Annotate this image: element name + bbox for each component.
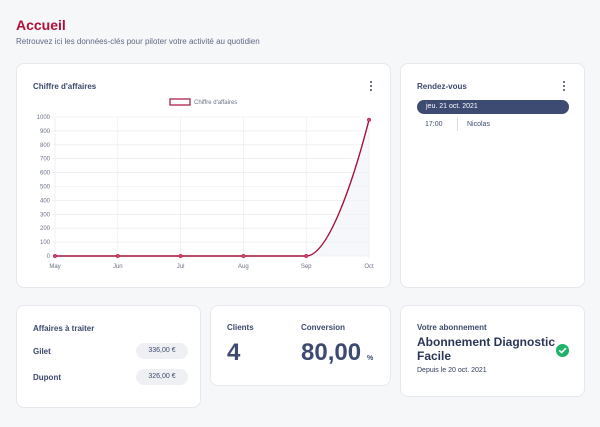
page-subtitle: Retrouvez ici les données-clés pour pilo… (16, 37, 260, 46)
data-point (52, 253, 58, 259)
data-point (241, 253, 246, 259)
subscription-card: Votre abonnement Abonnement Diagnostic F… (400, 305, 585, 397)
y-tick-label: 300 (40, 212, 51, 218)
agenda-card-title: Rendez-vous (417, 82, 467, 91)
clients-value: 4 (227, 339, 241, 366)
x-tick-label: May (49, 264, 60, 270)
agenda-card: Rendez-vous jeu. 21 oct. 2021 17:00 Nico… (400, 63, 585, 288)
y-tick-label: 700 (40, 157, 51, 163)
conversion-value: 80,00 (301, 339, 362, 366)
data-point (115, 253, 120, 259)
revenue-card: Chiffre d'affaires 0 100 200 300 400 500 600 70… (16, 63, 391, 288)
affaire-amount: 326,00 € (136, 369, 188, 385)
y-tick-label: 1000 (37, 115, 51, 121)
conversion-unit: % (367, 355, 374, 362)
conversion-label: Conversion (301, 323, 346, 332)
legend-label: Chiffre d'affaires (194, 100, 237, 106)
agenda-menu-icon[interactable] (559, 80, 569, 92)
data-point (178, 253, 183, 259)
y-tick-label: 200 (40, 226, 51, 232)
affaire-amount: 336,00 € (136, 343, 188, 359)
y-tick-label: 800 (40, 143, 51, 149)
x-tick-label: Jun (113, 264, 123, 270)
appointment-divider (457, 118, 458, 131)
affaire-name[interactable]: Dupont (33, 373, 61, 382)
y-tick-label: 900 (40, 129, 51, 135)
series-line (55, 119, 370, 257)
revenue-menu-icon[interactable] (366, 80, 376, 92)
x-tick-label: Sep (301, 264, 312, 270)
clients-label: Clients (227, 323, 254, 332)
data-point (366, 117, 372, 122)
appointment-time: 17:00 (425, 121, 443, 128)
subscription-since: Depuis le 20 oct. 2021 (417, 367, 487, 374)
y-tick-label: 400 (40, 198, 51, 204)
x-tick-label: Aug (238, 264, 249, 270)
legend-swatch (169, 98, 191, 106)
check-circle-icon (556, 344, 569, 357)
affaire-name[interactable]: Gilet (33, 347, 51, 356)
subscription-name: Abonnement Diagnostic Facile (417, 335, 556, 363)
page-title: Accueil (16, 17, 66, 33)
subscription-label: Votre abonnement (417, 323, 487, 332)
x-tick-label: Jul (177, 264, 185, 270)
y-tick-label: 100 (40, 240, 51, 246)
y-tick-label: 500 (40, 185, 51, 191)
agenda-date-bar[interactable]: jeu. 21 oct. 2021 (417, 100, 569, 114)
x-tick-label: Oct (364, 264, 374, 270)
y-tick-label: 0 (47, 254, 51, 260)
series-area (55, 119, 369, 256)
y-tick-label: 600 (40, 171, 51, 177)
revenue-chart: 0 100 200 300 400 500 600 700 800 900 1000 May Jun Ju… (37, 98, 374, 270)
data-point (304, 253, 309, 259)
affaires-card: Affaires à traiter Gilet 336,00 € Dupont… (16, 305, 201, 408)
kpi-card: Clients 4 Conversion 80,00 % (210, 305, 391, 386)
affaires-card-title: Affaires à traiter (33, 324, 95, 333)
revenue-card-title: Chiffre d'affaires (33, 82, 97, 91)
appointment-name[interactable]: Nicolas (467, 121, 490, 128)
